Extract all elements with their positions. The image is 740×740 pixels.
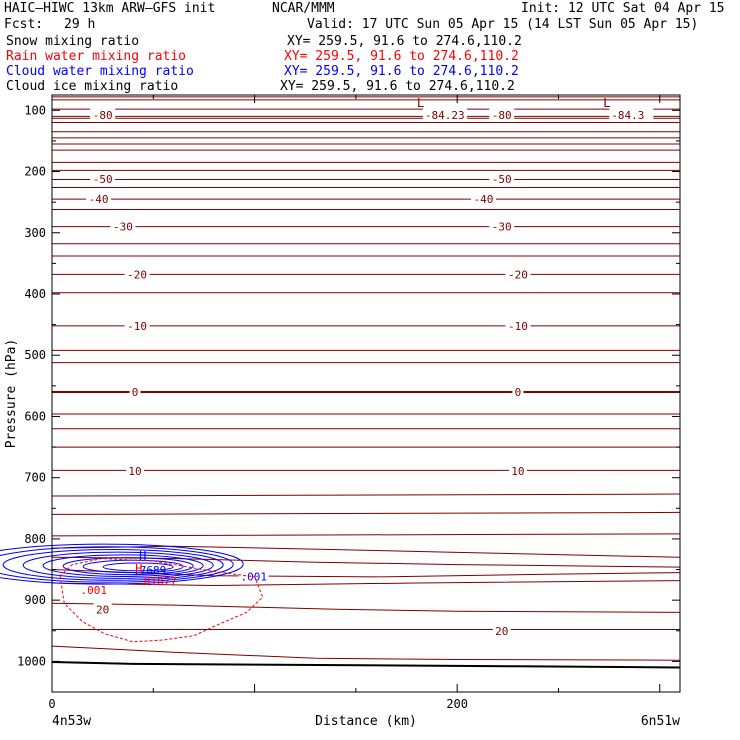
contour-label: -40 bbox=[474, 193, 494, 206]
contour-label: -80 bbox=[93, 109, 113, 122]
contour-label: 20 bbox=[495, 625, 508, 638]
isotherm-line bbox=[51, 533, 681, 537]
contour-label-bg bbox=[489, 108, 515, 122]
low-symbol: L bbox=[603, 96, 610, 110]
cloud-water-contour bbox=[22, 551, 214, 579]
y-tick-label: 200 bbox=[24, 165, 46, 179]
rain-water-max-value: .01877 bbox=[137, 575, 177, 588]
contour-label-bg bbox=[508, 463, 527, 477]
contour-label: -30 bbox=[492, 221, 512, 234]
y-tick-label: 900 bbox=[24, 593, 46, 607]
low-value-bg bbox=[609, 108, 654, 122]
y-axis-title: Pressure (hPa) bbox=[4, 339, 19, 449]
plot-frame bbox=[51, 94, 681, 693]
y-tick-label: 700 bbox=[24, 471, 46, 485]
x-end-label: 6n51w bbox=[641, 714, 680, 729]
cloud-water-contour bbox=[42, 554, 204, 577]
field-rain-name: Rain water mixing ratio bbox=[6, 49, 187, 64]
x-tick-label: 200 bbox=[446, 697, 468, 711]
y-tick-label: 100 bbox=[24, 103, 46, 117]
contour-label: -80 bbox=[492, 109, 512, 122]
y-tick-label: 500 bbox=[24, 348, 46, 362]
y-tick-label: 400 bbox=[24, 287, 46, 301]
field-cloudwater-xy: XY= 259.5, 91.6 to 274.6,110.2 bbox=[284, 64, 519, 79]
rain-water-contour bbox=[59, 557, 264, 643]
contour-label: -10 bbox=[508, 320, 528, 333]
cloud-water-contour bbox=[0, 543, 244, 585]
contour-label-bg bbox=[124, 267, 150, 281]
field-rain-xy: XY= 259.5, 91.6 to 274.6,110.2 bbox=[284, 49, 519, 64]
contour-label-bg bbox=[505, 318, 531, 332]
y-tick-label: 300 bbox=[24, 226, 46, 240]
terrain-line bbox=[51, 660, 681, 669]
isotherm-line bbox=[51, 645, 681, 661]
org-label: NCAR/MMM bbox=[272, 1, 335, 16]
low-symbol: L bbox=[417, 96, 424, 110]
isotherm-line bbox=[51, 511, 681, 515]
fcst-value: 29 h bbox=[64, 17, 96, 32]
cloud-water-contour bbox=[62, 557, 194, 576]
y-tick-label: 1000 bbox=[17, 654, 46, 668]
low-value-bg bbox=[422, 108, 467, 122]
contour-label: -50 bbox=[492, 173, 512, 186]
contour-label-bg bbox=[492, 623, 511, 637]
contour-label: 20 bbox=[96, 603, 109, 616]
field-cloudice-xy: XY= 259.5, 91.6 to 274.6,110.2 bbox=[280, 79, 515, 94]
field-snow-name: Snow mixing ratio bbox=[6, 34, 140, 49]
contour-label-bg bbox=[90, 108, 116, 122]
field-cloudice-name: Cloud ice mixing ratio bbox=[6, 79, 179, 94]
contour-label: -20 bbox=[508, 268, 528, 281]
low-value: -84.23 bbox=[425, 109, 465, 122]
contour-label: -30 bbox=[113, 221, 133, 234]
contour-label-bg bbox=[489, 171, 515, 185]
contour-label-bg bbox=[505, 267, 531, 281]
contour-label: 0 bbox=[132, 386, 139, 399]
contour-label: -10 bbox=[127, 320, 147, 333]
field-snow-xy: XY= 259.5, 91.6 to 274.6,110.2 bbox=[287, 34, 522, 49]
cloud-water-contour bbox=[82, 559, 184, 574]
contour-label-bg bbox=[126, 463, 145, 477]
init-time: Init: 12 UTC Sat 04 Apr 15 bbox=[521, 1, 725, 16]
cloud-water-max-value: .7689 bbox=[133, 564, 166, 577]
contour-label: -40 bbox=[89, 193, 109, 206]
x-start-label: 4n53w bbox=[52, 714, 91, 729]
model-title: HAIC–HIWC 13km ARW–GFS init bbox=[4, 1, 216, 16]
cloud-water-contour bbox=[102, 562, 174, 572]
contour-label-bg bbox=[489, 219, 515, 233]
contour-label: 0 bbox=[515, 386, 522, 399]
contour-label-bg bbox=[90, 171, 116, 185]
x-tick-label: 0 bbox=[48, 697, 55, 711]
cloud-water-max-symbol: H bbox=[139, 549, 146, 563]
rain-water-contour-label: .001 bbox=[80, 584, 107, 597]
contour-label-bg bbox=[512, 384, 524, 398]
y-tick-label: 600 bbox=[24, 409, 46, 423]
fcst-label: Fcst: bbox=[4, 17, 44, 32]
rain-water-max-symbol: H bbox=[135, 562, 142, 576]
contour-label-bg bbox=[86, 192, 112, 206]
isotherm-line bbox=[51, 556, 681, 568]
y-tick-label: 800 bbox=[24, 532, 46, 546]
contour-label: 10 bbox=[511, 465, 524, 478]
valid-time: Valid: 17 UTC Sun 05 Apr 15 (14 LST Sun … bbox=[307, 17, 699, 32]
low-value: -84.3 bbox=[611, 109, 644, 122]
contour-label-bg bbox=[129, 384, 141, 398]
isotherm-line bbox=[51, 602, 681, 613]
contour-label: -20 bbox=[127, 268, 147, 281]
contour-label: -50 bbox=[93, 173, 113, 186]
isotherm-line bbox=[51, 580, 681, 587]
cloud-water-contour bbox=[0, 546, 234, 583]
contour-label-bg bbox=[93, 602, 112, 616]
field-cloudwater-name: Cloud water mixing ratio bbox=[6, 64, 194, 79]
x-axis-title: Distance (km) bbox=[315, 714, 417, 729]
contour-label: 10 bbox=[128, 465, 141, 478]
contour-label-bg bbox=[124, 318, 150, 332]
contour-label-bg bbox=[110, 219, 136, 233]
contour-label-bg bbox=[470, 192, 496, 206]
cloud-water-contour bbox=[2, 548, 224, 581]
isotherm-line bbox=[51, 493, 681, 497]
